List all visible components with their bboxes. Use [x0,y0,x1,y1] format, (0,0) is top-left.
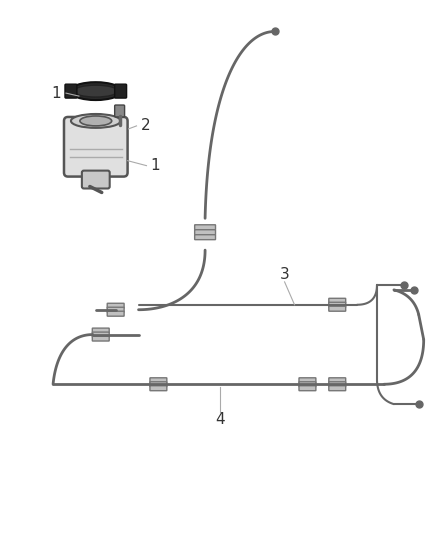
FancyBboxPatch shape [194,230,215,235]
FancyBboxPatch shape [64,117,127,176]
FancyBboxPatch shape [329,386,346,391]
FancyBboxPatch shape [115,84,127,98]
Text: 2: 2 [141,118,150,133]
FancyBboxPatch shape [150,386,167,391]
FancyBboxPatch shape [107,307,124,312]
FancyBboxPatch shape [299,382,316,387]
FancyBboxPatch shape [107,303,124,308]
Ellipse shape [80,116,112,126]
FancyBboxPatch shape [92,336,109,341]
Text: 1: 1 [51,86,61,101]
FancyBboxPatch shape [92,328,109,333]
FancyBboxPatch shape [329,382,346,387]
FancyBboxPatch shape [115,105,124,117]
FancyBboxPatch shape [299,386,316,391]
FancyBboxPatch shape [329,302,346,307]
FancyBboxPatch shape [150,382,167,387]
FancyBboxPatch shape [107,311,124,316]
FancyBboxPatch shape [329,298,346,303]
FancyBboxPatch shape [194,225,215,230]
FancyBboxPatch shape [65,84,77,98]
FancyBboxPatch shape [150,378,167,383]
Text: 4: 4 [215,411,225,426]
FancyBboxPatch shape [92,332,109,337]
Text: 1: 1 [151,158,160,173]
FancyBboxPatch shape [82,171,110,189]
FancyBboxPatch shape [194,235,215,240]
FancyBboxPatch shape [299,378,316,383]
Ellipse shape [71,114,120,128]
Ellipse shape [70,82,122,100]
Ellipse shape [74,85,118,97]
Text: 3: 3 [280,268,290,282]
FancyBboxPatch shape [329,378,346,383]
FancyBboxPatch shape [329,306,346,311]
